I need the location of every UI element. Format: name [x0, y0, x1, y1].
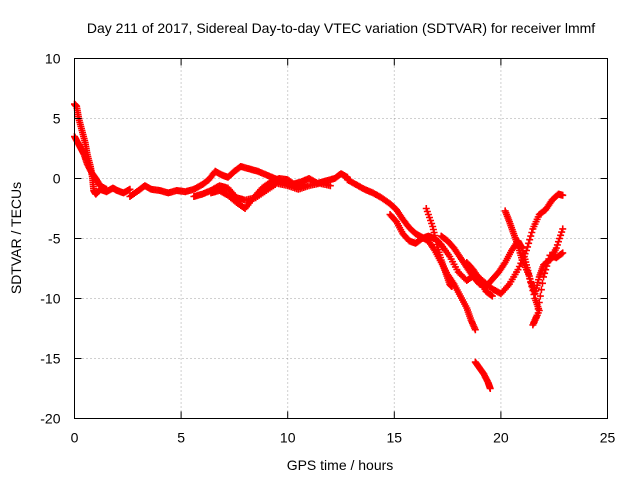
- data-point: [536, 292, 544, 300]
- x-tick-label: 15: [387, 430, 403, 446]
- data-point: [486, 385, 494, 392]
- y-tick-label: 10: [45, 51, 61, 67]
- data-point: [559, 225, 567, 233]
- data-point: [553, 241, 561, 249]
- x-tick-label: 20: [493, 430, 509, 446]
- y-tick-label: -20: [40, 411, 60, 427]
- series-track-5: [207, 175, 309, 212]
- x-axis-label: GPS time / hours: [287, 457, 394, 473]
- data-point: [126, 185, 134, 193]
- grid-lines: [74, 58, 608, 419]
- data-point: [525, 239, 533, 247]
- data-point: [552, 244, 560, 252]
- data-point: [529, 287, 537, 294]
- series-track-11: [471, 358, 494, 392]
- data-point: [559, 191, 567, 199]
- data-point: [524, 243, 532, 251]
- data-point: [471, 326, 479, 334]
- chart-title: Day 211 of 2017, Sidereal Day-to-day VTE…: [87, 20, 595, 36]
- data-point: [515, 263, 523, 270]
- data-point: [544, 259, 552, 266]
- data-point: [326, 182, 334, 190]
- data-point: [554, 238, 562, 246]
- data-point: [525, 271, 533, 278]
- axis-ticks: 0 5 10 15 20 25 -20 -15 -10 -5 0 5 10: [40, 51, 615, 446]
- data-point: [514, 266, 522, 274]
- data-point: [527, 279, 535, 286]
- series-track-10: [463, 259, 496, 300]
- x-tick-label: 25: [600, 430, 616, 446]
- data-point: [528, 283, 536, 290]
- data-point: [534, 305, 542, 313]
- x-tick-label: 0: [71, 430, 79, 446]
- data-point: [530, 291, 538, 298]
- data-point: [487, 291, 495, 299]
- data-point: [533, 311, 541, 319]
- data-point: [102, 185, 110, 193]
- data-point: [448, 283, 456, 290]
- data-point: [540, 273, 548, 281]
- data-point: [558, 228, 566, 236]
- data-point: [535, 299, 543, 306]
- data-point: [526, 275, 534, 282]
- x-tick-label: 5: [177, 430, 185, 446]
- data-point: [488, 292, 496, 300]
- data-point: [538, 279, 546, 287]
- data-points: [71, 100, 567, 392]
- x-tick-label: 10: [280, 430, 296, 446]
- data-point: [543, 262, 551, 270]
- series-track-7: [386, 190, 567, 298]
- data-point: [528, 229, 536, 236]
- data-point: [559, 249, 567, 257]
- y-tick-label: -5: [48, 231, 61, 247]
- data-point: [542, 266, 550, 274]
- y-tick-label: 0: [53, 171, 61, 187]
- series-track-8: [422, 205, 456, 290]
- data-point: [537, 286, 545, 294]
- y-tick-label: -15: [40, 351, 60, 367]
- data-point: [541, 269, 549, 277]
- series-track-12: [501, 207, 567, 329]
- y-tick-label: 5: [53, 111, 61, 127]
- y-axis-label: SDTVAR / TECUs: [8, 182, 24, 294]
- data-point: [556, 235, 564, 242]
- data-point: [527, 232, 535, 240]
- y-tick-label: -10: [40, 291, 60, 307]
- data-point: [557, 231, 565, 239]
- data-point: [526, 236, 534, 244]
- data-point: [301, 181, 309, 188]
